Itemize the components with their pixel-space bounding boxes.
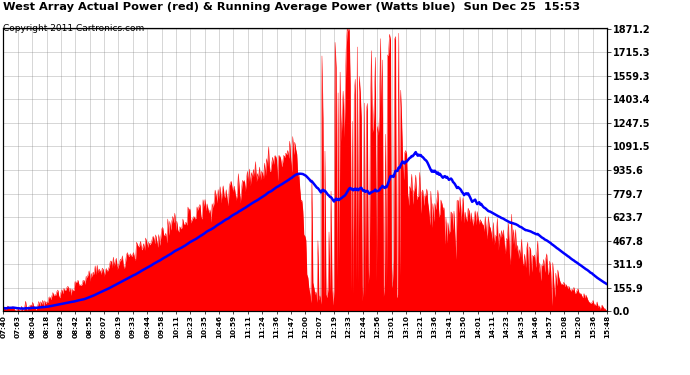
Text: West Array Actual Power (red) & Running Average Power (Watts blue)  Sun Dec 25  : West Array Actual Power (red) & Running … bbox=[3, 2, 580, 12]
Text: Copyright 2011 Cartronics.com: Copyright 2011 Cartronics.com bbox=[3, 24, 145, 33]
